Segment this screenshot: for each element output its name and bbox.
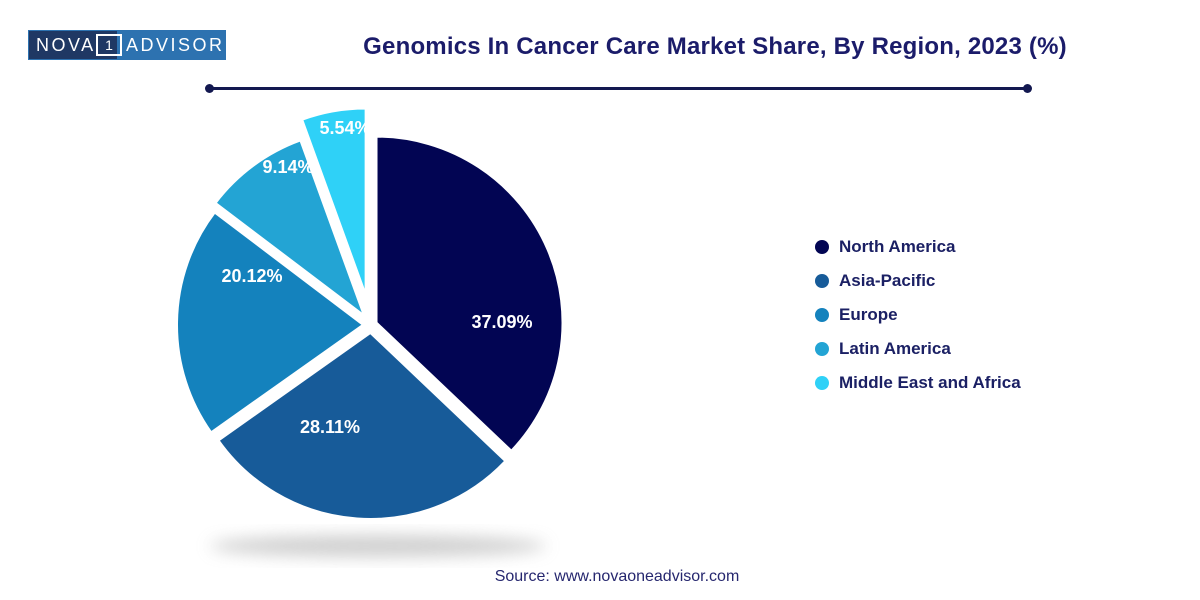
source-text: Source: www.novaoneadvisor.com	[494, 568, 740, 585]
legend: North America Asia-Pacific Europe Latin Ame…	[815, 236, 1021, 406]
legend-item-middle-east-and-africa: Middle East and Africa	[815, 372, 1021, 394]
pie-slice-europe	[176, 211, 365, 434]
pie-slice-asia-pacific	[217, 331, 507, 520]
pie-slice-middle-east-and-africa	[301, 107, 367, 296]
pie-value-label-europe: 20.12%	[221, 266, 282, 286]
legend-item-europe: Europe	[815, 304, 1021, 326]
legend-label: North America	[839, 237, 956, 256]
nova-one-advisor-logo: NOVA ADVISOR 1	[28, 30, 226, 60]
logo-one-box: 1	[96, 34, 122, 56]
chart-title: Genomics In Cancer Care Market Share, By…	[363, 33, 1067, 60]
logo-right-segment: ADVISOR	[117, 31, 225, 59]
pie-slice-north-america	[375, 135, 564, 452]
logo-brand-right: ADVISOR	[126, 35, 225, 55]
pie-value-label-latin-america: 9.14%	[262, 157, 313, 177]
logo-brand-left: NOVA	[36, 35, 96, 55]
legend-label: Middle East and Africa	[839, 373, 1021, 392]
underline-right-dot-icon	[1023, 84, 1032, 93]
pie-value-label-asia-pacific: 28.11%	[300, 417, 360, 437]
logo-brand-number: 1	[105, 37, 113, 53]
legend-marker-icon	[815, 376, 829, 390]
underline-left-dot-icon	[205, 84, 214, 93]
legend-label: Europe	[839, 305, 898, 324]
pie-drop-shadow	[210, 535, 546, 557]
legend-marker-icon	[815, 274, 829, 288]
legend-label: Latin America	[839, 339, 951, 358]
legend-marker-icon	[815, 240, 829, 254]
legend-marker-icon	[815, 308, 829, 322]
pie-value-label-north-america: 37.09%	[471, 312, 532, 332]
legend-marker-icon	[815, 342, 829, 356]
legend-item-north-america: North America	[815, 236, 1021, 258]
pie-slice-latin-america	[214, 139, 365, 317]
legend-item-latin-america: Latin America	[815, 338, 1021, 360]
title-underline	[205, 84, 1032, 93]
pie-value-label-middle-east-and-africa: 5.54%	[319, 118, 370, 138]
legend-item-asia-pacific: Asia-Pacific	[815, 270, 1021, 292]
legend-label: Asia-Pacific	[839, 271, 936, 290]
